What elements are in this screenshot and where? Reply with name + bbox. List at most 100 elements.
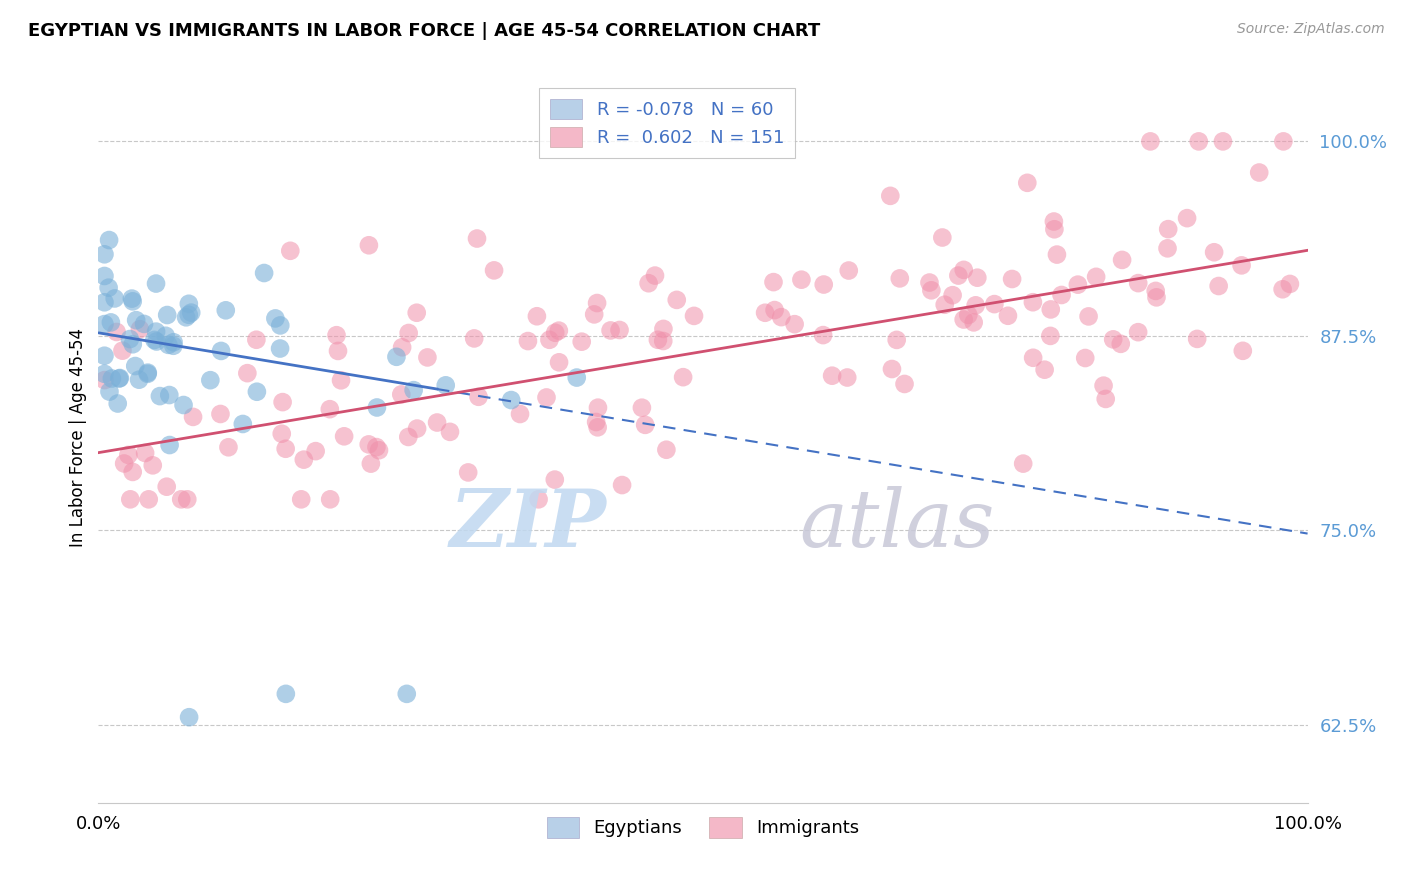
Point [1175, 211, 1198, 226]
Point [893, 376, 915, 391]
Point [124, 359, 146, 373]
Point [145, 334, 167, 349]
Point [1046, 247, 1069, 261]
Point [93, 317, 115, 331]
Point [136, 367, 159, 381]
Point [465, 231, 488, 245]
Point [1094, 392, 1116, 406]
Point [145, 277, 167, 291]
Point [1012, 457, 1035, 471]
Point [783, 317, 806, 331]
Point [544, 473, 567, 487]
Point [637, 277, 659, 291]
Point [157, 338, 180, 352]
Point [1077, 310, 1099, 324]
Point [634, 417, 657, 432]
Point [965, 298, 987, 312]
Point [319, 402, 342, 417]
Point [270, 426, 292, 441]
Point [683, 309, 706, 323]
Point [838, 263, 860, 277]
Point [162, 335, 184, 350]
Point [269, 318, 291, 333]
Point [98, 384, 121, 399]
Legend: Egyptians, Immigrants: Egyptians, Immigrants [540, 810, 866, 845]
Point [209, 343, 232, 358]
Point [1139, 135, 1161, 149]
Point [253, 266, 276, 280]
Point [98, 233, 121, 247]
Point [1111, 252, 1133, 267]
Point [366, 401, 388, 415]
Point [292, 452, 315, 467]
Point [821, 368, 844, 383]
Point [108, 371, 131, 385]
Point [434, 378, 457, 392]
Point [467, 390, 489, 404]
Point [426, 416, 449, 430]
Point [583, 307, 606, 321]
Point [1017, 176, 1039, 190]
Point [93, 295, 115, 310]
Point [121, 294, 143, 309]
Point [93, 349, 115, 363]
Point [108, 371, 131, 385]
Point [770, 310, 793, 325]
Point [325, 328, 347, 343]
Point [274, 442, 297, 456]
Point [931, 230, 953, 244]
Point [274, 687, 297, 701]
Point [142, 458, 165, 473]
Point [145, 325, 167, 339]
Point [136, 366, 159, 380]
Point [157, 388, 180, 402]
Point [527, 492, 550, 507]
Point [128, 373, 150, 387]
Point [107, 396, 129, 410]
Point [360, 457, 382, 471]
Point [357, 238, 380, 252]
Point [963, 315, 986, 329]
Point [439, 425, 461, 439]
Point [586, 420, 609, 434]
Point [179, 710, 201, 724]
Point [170, 492, 193, 507]
Point [264, 311, 287, 326]
Point [509, 407, 531, 421]
Point [1067, 277, 1090, 292]
Y-axis label: In Labor Force | Age 45-54: In Labor Force | Age 45-54 [69, 327, 87, 547]
Point [366, 440, 388, 454]
Point [631, 401, 654, 415]
Point [121, 337, 143, 351]
Point [245, 333, 267, 347]
Point [1039, 329, 1062, 343]
Point [173, 398, 195, 412]
Point [1156, 241, 1178, 255]
Point [457, 466, 479, 480]
Point [395, 687, 418, 701]
Point [112, 457, 135, 471]
Text: Source: ZipAtlas.com: Source: ZipAtlas.com [1237, 22, 1385, 37]
Point [1157, 222, 1180, 236]
Point [948, 268, 970, 283]
Point [232, 417, 254, 431]
Point [880, 362, 903, 376]
Point [647, 333, 669, 347]
Point [565, 370, 588, 384]
Point [176, 492, 198, 507]
Point [174, 310, 197, 325]
Point [162, 339, 184, 353]
Point [93, 373, 115, 387]
Point [1185, 332, 1208, 346]
Point [1074, 351, 1097, 365]
Point [1102, 332, 1125, 346]
Point [837, 370, 859, 384]
Point [290, 492, 312, 507]
Point [655, 442, 678, 457]
Point [149, 389, 172, 403]
Point [1272, 135, 1295, 149]
Point [129, 322, 152, 336]
Point [942, 288, 965, 302]
Point [790, 273, 813, 287]
Point [271, 395, 294, 409]
